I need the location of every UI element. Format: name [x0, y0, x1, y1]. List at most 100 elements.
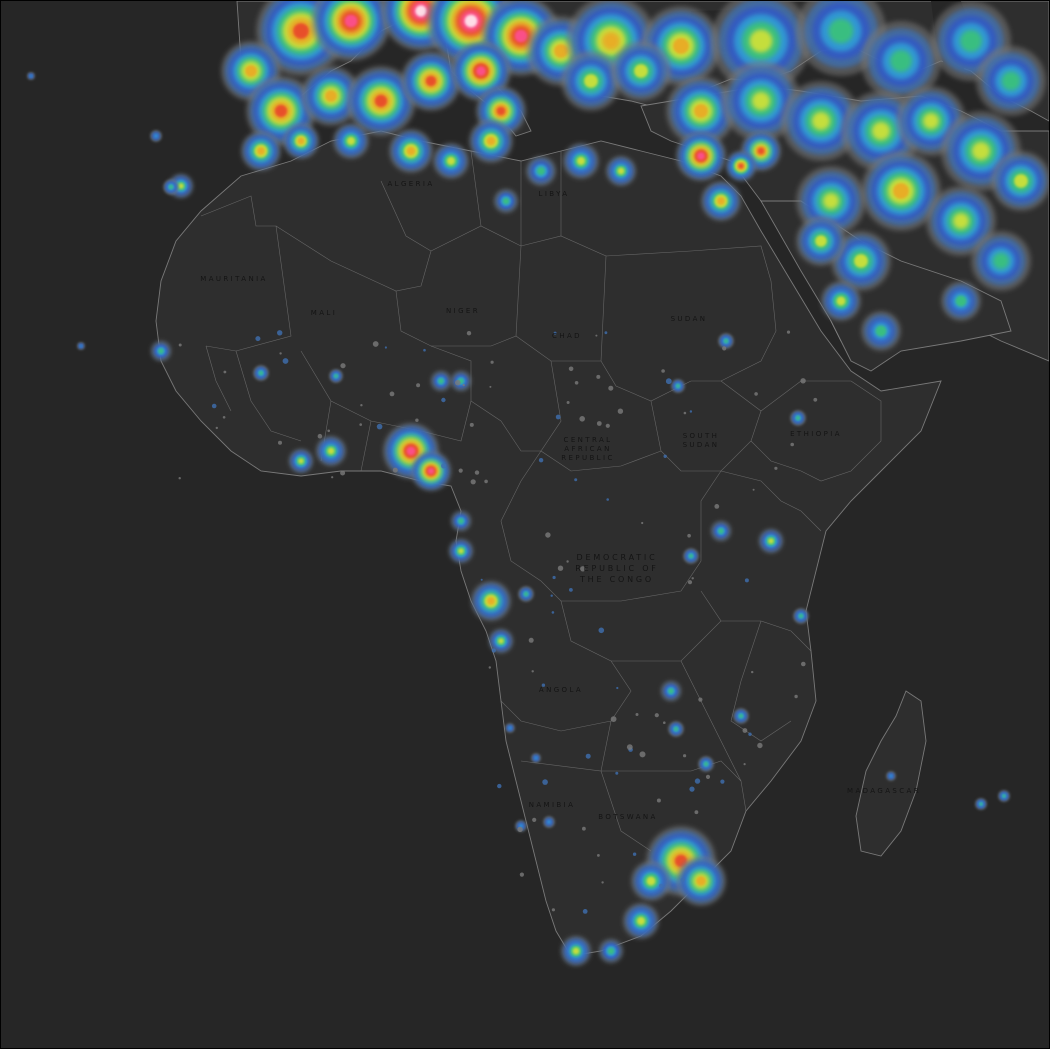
settlement-dot [488, 666, 491, 669]
settlement-dot [610, 716, 617, 722]
label-angola: ANGOLA [539, 686, 583, 694]
brightness-spot [293, 23, 309, 39]
settlement-dot [687, 580, 693, 585]
brightness-spot [795, 415, 801, 421]
brightness-spot [673, 38, 689, 54]
settlement-dot [752, 488, 755, 491]
brightness-spot [425, 75, 437, 87]
settlement-dot [748, 732, 752, 736]
brightness-spot [636, 916, 646, 926]
settlement-dot [389, 391, 395, 397]
settlement-dot [466, 331, 472, 336]
settlement-dot [604, 331, 608, 335]
brightness-spot [836, 296, 846, 306]
brightness-spot [274, 104, 288, 118]
settlement-dot [689, 786, 695, 792]
settlement-dot [687, 533, 691, 538]
settlement-dot [786, 330, 791, 334]
country-labels: MAURITANIA MALI NIGER CHAD SUDAN CENTRAL… [200, 180, 918, 821]
label-ethiopia: ETHIOPIA [790, 430, 842, 438]
brightness-spot [327, 447, 335, 455]
brightness-spot [168, 184, 174, 190]
brightness-spot [646, 876, 656, 886]
settlement-dot [415, 418, 419, 422]
settlement-dot [694, 778, 701, 784]
settlement-dot [654, 713, 659, 718]
settlement-dot [490, 360, 494, 364]
brightness-spot [822, 192, 840, 210]
brightness-spot [738, 163, 744, 169]
brightness-spot [1001, 71, 1021, 91]
settlement-dot [484, 479, 488, 484]
settlement-dot [222, 416, 226, 419]
settlement-dot [519, 872, 525, 877]
settlement-dot [635, 713, 639, 716]
settlement-dot [580, 566, 586, 572]
brightness-spot [158, 348, 164, 354]
brightness-spot [297, 137, 305, 145]
settlement-dot [331, 476, 334, 479]
settlement-dot [680, 877, 685, 883]
settlement-dot [551, 908, 556, 912]
brightness-spot [992, 252, 1010, 270]
label-libya: LIBYA [539, 190, 570, 198]
settlement-dot [722, 346, 727, 351]
settlement-dot [616, 686, 619, 690]
settlement-dot [626, 744, 633, 750]
brightness-spot [1002, 794, 1006, 798]
settlement-dot [491, 648, 496, 653]
settlement-dot [340, 470, 346, 476]
brightness-spot [875, 325, 887, 337]
brightness-spot [718, 528, 724, 534]
settlement-dot [606, 498, 609, 501]
settlement-dot [474, 470, 480, 475]
brightness-spot [673, 726, 679, 732]
brightness-spot [602, 32, 620, 50]
brightness-spot [446, 156, 456, 166]
brightness-spot [406, 146, 416, 156]
brightness-spot [854, 254, 868, 268]
brightness-spot [676, 384, 680, 388]
label-algeria: ALGERIA [387, 180, 434, 188]
settlement-dot [663, 454, 667, 458]
settlement-dot [557, 565, 564, 571]
brightness-spot [1014, 174, 1028, 188]
settlement-dot [656, 798, 661, 803]
brightness-spot [547, 820, 551, 824]
settlement-dot [278, 440, 282, 445]
settlement-dot [742, 728, 748, 733]
settlement-dot [517, 826, 523, 833]
settlement-dot [617, 408, 624, 414]
brightness-spot [415, 5, 427, 17]
label-car-2: AFRICAN [564, 445, 611, 453]
brightness-spot [427, 467, 435, 475]
brightness-spot [922, 112, 940, 130]
settlement-dot [705, 774, 711, 780]
brightness-spot [584, 74, 598, 88]
settlement-dot [569, 588, 573, 592]
settlement-dot [596, 421, 602, 426]
settlement-dot [277, 330, 283, 336]
brightness-spot [438, 378, 444, 384]
brightness-spot [696, 876, 706, 886]
brightness-spot [971, 141, 991, 161]
label-south-sudan-1: SOUTH [683, 432, 720, 440]
settlement-dot [597, 854, 600, 857]
label-sudan: SUDAN [671, 315, 708, 323]
settlement-dot [794, 694, 798, 699]
settlement-dot [384, 346, 387, 349]
brightness-spot [576, 156, 586, 166]
settlement-dot [632, 852, 637, 856]
settlement-dot [551, 611, 555, 614]
settlement-dot [211, 403, 217, 409]
settlement-dot [568, 366, 574, 372]
settlement-dot [531, 670, 534, 673]
brightness-spot [258, 370, 264, 376]
settlement-dot [813, 397, 818, 402]
settlement-dot [178, 343, 182, 347]
brightness-spot [889, 774, 893, 778]
settlement-dot [743, 763, 746, 766]
brightness-spot [79, 344, 83, 348]
